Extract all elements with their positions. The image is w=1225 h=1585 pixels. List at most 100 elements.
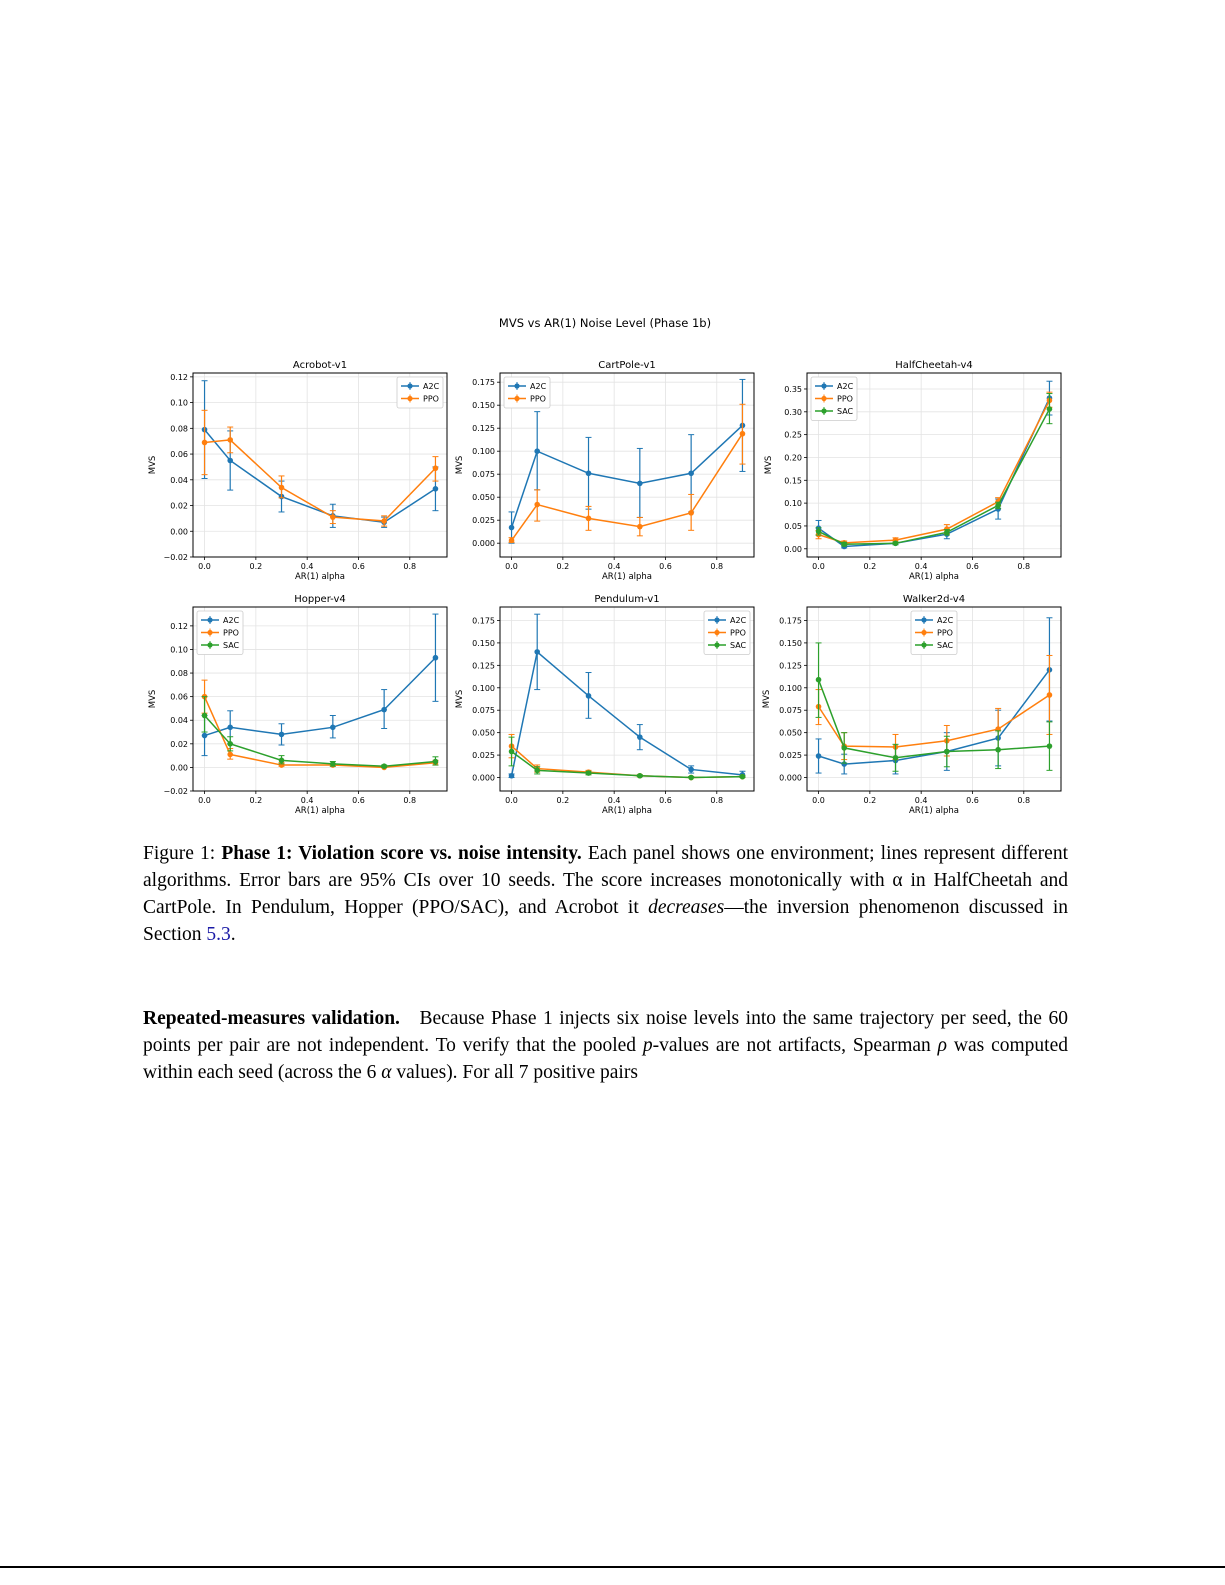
x-tick-label: 0.0 (198, 796, 211, 805)
y-tick-label: 0.050 (472, 493, 495, 502)
y-tick-label: 0.125 (472, 424, 495, 433)
y-tick-label: 0.100 (472, 684, 495, 693)
data-point-sac (688, 774, 694, 781)
legend-label: SAC (837, 407, 854, 416)
data-point-sac (585, 770, 592, 776)
data-point-a2c (585, 693, 592, 699)
legend-label: PPO (423, 395, 439, 404)
y-tick-label: 0.125 (779, 661, 802, 670)
data-point-sac (637, 772, 643, 779)
data-point-a2c (534, 448, 541, 454)
data-point-ppo (637, 523, 643, 530)
data-point-ppo (227, 437, 234, 443)
y-tick-label: 0.100 (779, 684, 802, 693)
series-line-sac (817, 679, 1050, 759)
x-axis-label: AR(1) alpha (295, 806, 345, 816)
data-point-sac (841, 541, 848, 548)
data-point-sac (815, 528, 822, 535)
legend-marker (207, 642, 213, 648)
chart-panel-acrobot: Acrobot-v1 0.0 0.2 0.4 0.6 0.8 −0.02 0.00 0.02 0.… (148, 360, 448, 582)
y-tick-label: 0.05 (784, 522, 802, 531)
data-point-sac (381, 763, 387, 770)
chart-panel-walker2d: Walker2d-v4 0.0 0.2 0.4 0.6 0.8 0.000 0.025 0.05… (762, 594, 1062, 816)
x-tick-label: 0.2 (863, 796, 876, 805)
legend-marker (207, 629, 213, 636)
data-point-ppo (432, 465, 439, 472)
page-bottom-rule (0, 1566, 1225, 1568)
data-point-a2c (278, 731, 285, 738)
legend-marker (714, 629, 720, 636)
x-tick-label: 0.0 (505, 562, 518, 571)
figure-caption: Figure 1: Phase 1: Violation score vs. n… (143, 840, 1068, 948)
data-point-sac (201, 712, 208, 719)
legend-label: A2C (223, 616, 240, 625)
math-p: p (642, 1035, 653, 1056)
x-axis-label: AR(1) alpha (295, 572, 345, 582)
data-point-sac (892, 540, 899, 547)
y-tick-label: 0.050 (472, 729, 495, 738)
y-tick-label: 0.04 (170, 716, 188, 725)
chart-title: CartPole-v1 (598, 360, 656, 371)
y-axis-label: MVS (455, 690, 465, 709)
x-tick-label: 0.6 (659, 796, 672, 805)
data-point-sac (227, 741, 234, 747)
legend-marker (821, 408, 827, 414)
x-tick-label: 0.4 (301, 562, 314, 571)
y-tick-label: 0.100 (472, 447, 495, 456)
y-tick-label: 0.25 (784, 431, 802, 440)
x-axis-label: AR(1) alpha (909, 572, 959, 582)
y-axis-label: MVS (148, 690, 158, 709)
y-tick-label: 0.30 (784, 408, 802, 417)
data-point-sac (534, 767, 541, 774)
series-line-a2c (818, 669, 1051, 765)
data-point-ppo (688, 510, 694, 516)
data-point-sac (944, 529, 950, 536)
axes-frame (499, 372, 755, 558)
y-tick-label: 0.150 (779, 639, 802, 648)
legend-marker (714, 642, 720, 648)
y-tick-label: 0.125 (472, 661, 495, 670)
section-link[interactable]: 5.3 (206, 924, 231, 945)
chart-panel-cartpole: CartPole-v1 0.0 0.2 0.4 0.6 0.8 0.000 0.025 0.05… (455, 360, 755, 582)
math-rho: ρ (937, 1035, 948, 1056)
data-point-a2c (508, 524, 515, 531)
data-point-a2c (432, 654, 439, 661)
x-tick-label: 0.2 (556, 562, 569, 571)
x-tick-label: 0.4 (301, 796, 314, 805)
x-tick-label: 0.2 (863, 562, 876, 571)
caption-text: . (230, 924, 236, 945)
legend-label: PPO (937, 629, 953, 638)
chart-title: Hopper-v4 (294, 594, 346, 605)
y-tick-label: 0.10 (170, 399, 188, 408)
data-point-ppo (1046, 692, 1053, 698)
y-tick-label: 0.050 (779, 729, 802, 738)
math-alpha: α (381, 1062, 392, 1083)
x-tick-label: 0.6 (966, 562, 979, 571)
y-tick-label: 0.08 (170, 669, 188, 678)
y-tick-label: 0.075 (472, 706, 495, 715)
x-tick-label: 0.0 (198, 562, 211, 571)
legend-label: A2C (837, 382, 854, 391)
data-point-sac (739, 773, 746, 780)
data-point-sac (432, 758, 439, 765)
legend-marker (407, 383, 413, 389)
legend-marker (921, 617, 927, 623)
x-axis-label: AR(1) alpha (602, 806, 652, 816)
data-point-sac (1046, 743, 1053, 749)
x-tick-label: 0.6 (659, 562, 672, 571)
y-tick-label: 0.12 (170, 373, 188, 382)
x-tick-label: 0.4 (915, 796, 928, 805)
legend-label: PPO (730, 629, 746, 638)
data-point-ppo (534, 501, 541, 508)
data-point-sac (330, 761, 336, 767)
data-point-ppo (585, 515, 592, 522)
axes-frame (499, 606, 755, 792)
series-line-a2c (510, 650, 743, 776)
legend-label: PPO (530, 395, 546, 404)
data-point-a2c (637, 734, 643, 740)
data-point-sac (508, 748, 515, 755)
data-point-a2c (585, 470, 592, 477)
y-tick-label: −0.02 (163, 787, 188, 796)
legend-label: SAC (730, 641, 747, 650)
legend-label: A2C (423, 382, 440, 391)
